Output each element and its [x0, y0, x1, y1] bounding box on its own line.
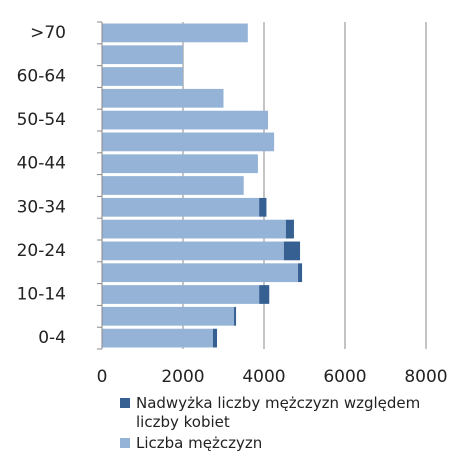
legend-item: Nadwyżka liczby mężczyzn względem liczby… [120, 394, 440, 432]
legend: Nadwyżka liczby mężczyzn względem liczby… [120, 394, 440, 455]
bar [285, 219, 294, 239]
y-tick-label: 60-64 [17, 67, 66, 87]
bar [102, 241, 284, 261]
bar [259, 285, 270, 304]
legend-swatch [120, 398, 130, 408]
y-tick-label: 40-44 [17, 154, 66, 174]
legend-item: Liczba mężczyzn [120, 434, 440, 453]
y-tick-label: 0-4 [38, 328, 66, 348]
x-tick-label: 4000 [242, 367, 285, 387]
bar [298, 263, 303, 283]
bar [102, 154, 258, 174]
bar [259, 197, 267, 217]
bar [283, 241, 301, 261]
bar [212, 328, 218, 348]
bar [102, 45, 183, 65]
bar [102, 67, 183, 86]
y-tick-label: 50-54 [17, 110, 66, 130]
bar [234, 306, 237, 326]
x-tick-label: 2000 [161, 367, 204, 387]
bar [102, 23, 248, 43]
chart: 0 2000 4000 6000 8000 0-4 10-14 20-24 30-34 40-44… [17, 21, 448, 387]
y-tick-label: 10-14 [17, 285, 66, 305]
legend-label: Liczba mężczyzn [136, 434, 263, 452]
legend-swatch [120, 438, 130, 448]
bar [102, 197, 260, 217]
bar [102, 132, 275, 152]
bar [102, 176, 244, 195]
x-tick-label: 8000 [404, 367, 447, 387]
bar [102, 306, 235, 326]
y-tick-label: >70 [30, 23, 66, 43]
bar [102, 219, 286, 239]
legend-label: Nadwyżka liczby mężczyzn względem liczby… [136, 394, 421, 431]
bar [102, 110, 269, 130]
y-tick-label: 20-24 [17, 241, 66, 261]
x-tick-label: 6000 [323, 367, 366, 387]
y-tick-label: 30-34 [17, 197, 66, 217]
x-tick-label: 0 [97, 367, 108, 387]
bar [102, 263, 299, 283]
bar [102, 328, 213, 348]
bar [102, 285, 260, 304]
bar [102, 88, 224, 108]
